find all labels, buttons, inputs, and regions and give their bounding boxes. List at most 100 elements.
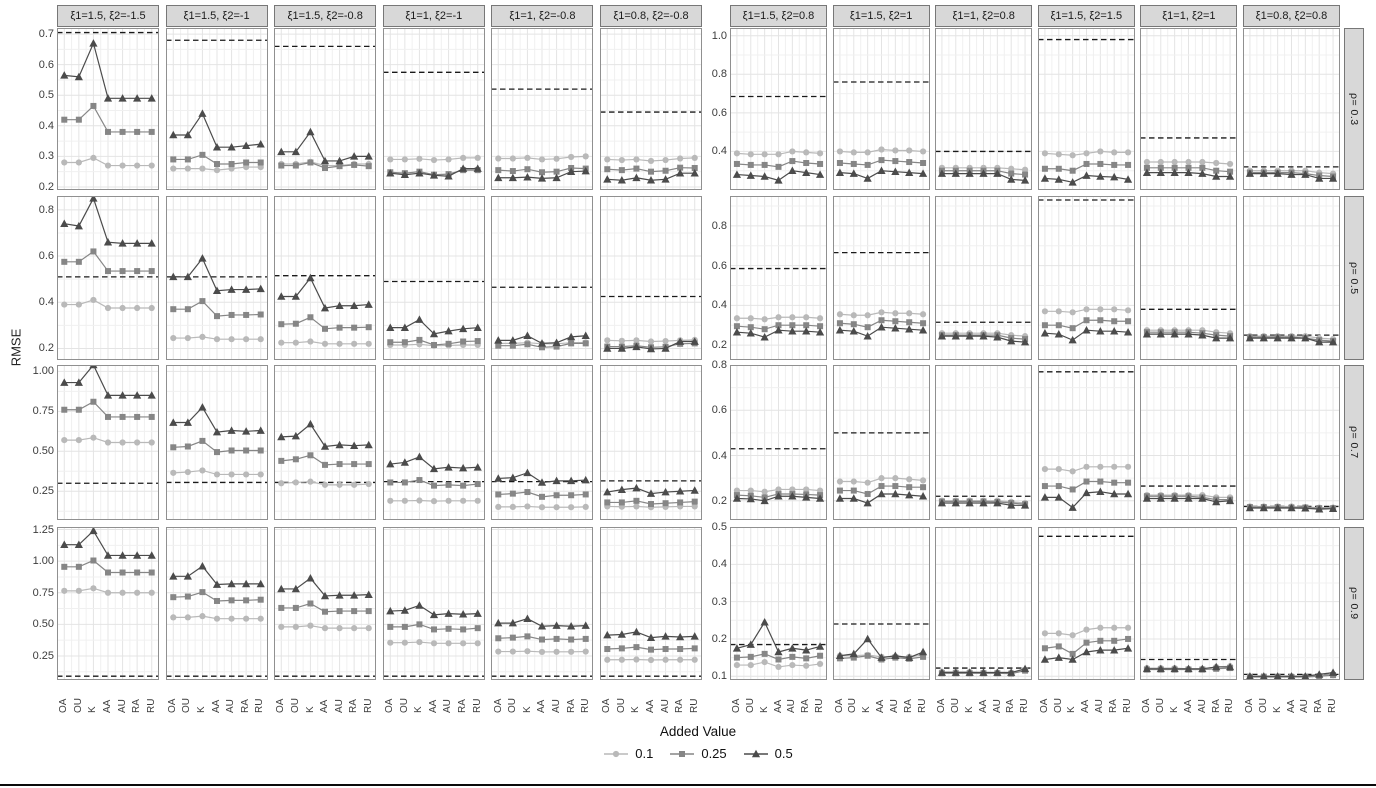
y-tick-label: 0.6	[711, 259, 727, 272]
facet-panel	[1037, 28, 1135, 190]
x-tick-label: K	[1271, 706, 1283, 713]
y-tick-label: 0.25	[32, 649, 54, 662]
y-tick-label: 0.8	[711, 68, 727, 81]
facet-panel	[165, 527, 268, 680]
y-axis-title: RMSE	[8, 328, 24, 367]
x-tick-label: RU	[916, 698, 928, 713]
facet-panel-svg	[382, 28, 485, 190]
facet-column-header: ξ1=1.5, ξ2=-0.8	[274, 5, 377, 27]
x-tick-label: RA	[800, 699, 812, 713]
facet-panel	[730, 28, 827, 190]
facet-panel	[832, 196, 930, 360]
x-tick-label: RA	[1005, 699, 1017, 713]
x-tick-label: AU	[991, 699, 1003, 713]
x-tick-label: RU	[688, 698, 700, 713]
facet-panel	[1140, 364, 1238, 520]
facet-panel	[491, 28, 594, 190]
x-tick-label: AA	[536, 699, 548, 713]
facet-panel	[491, 196, 594, 360]
facet-panel-svg	[1243, 28, 1340, 190]
y-tick-label: 0.75	[32, 405, 54, 418]
x-tick-label: RA	[131, 699, 143, 713]
x-tick-label: K	[304, 706, 316, 713]
facet-panel	[730, 196, 827, 360]
facet-panel-svg	[274, 196, 377, 360]
x-tick-label: AU	[659, 699, 671, 713]
facet-panel-svg	[1243, 364, 1340, 520]
facet-panel	[1243, 28, 1340, 190]
x-tick-label: K	[196, 706, 208, 713]
facet-panel-svg	[274, 365, 377, 520]
facet-panel-svg	[1037, 364, 1135, 520]
facet-row-header: ρ= 0.5	[1344, 196, 1364, 360]
facet-panel-svg	[935, 364, 1033, 520]
x-tick-label: RA	[902, 699, 914, 713]
y-tick-label: 0.25	[32, 485, 54, 498]
x-tick-label: OA	[166, 698, 178, 713]
x-tick-label: RA	[1313, 699, 1325, 713]
x-tick-label: OA	[384, 698, 396, 713]
facet-panel-svg	[935, 28, 1033, 190]
x-tick-label: RU	[1019, 698, 1031, 713]
x-tick-label: RA	[565, 699, 577, 713]
x-tick-label: RU	[1224, 698, 1236, 713]
facet-panel	[1243, 364, 1340, 520]
facet-panel-svg	[274, 28, 377, 190]
y-tick-label: 0.4	[711, 299, 727, 312]
x-tick-label: AA	[772, 699, 784, 713]
x-tick-label: AU	[1196, 699, 1208, 713]
facet-panel-svg	[730, 28, 827, 190]
facet-row-label: ρ= 0.3	[1348, 92, 1360, 126]
facet-panel-svg	[600, 28, 702, 190]
legend-label: 0.5	[774, 746, 793, 761]
x-tick-label: K	[413, 706, 425, 713]
x-tick-label: K	[521, 706, 533, 713]
facet-panel	[1140, 526, 1238, 680]
facet-column-header: ξ1=1, ξ2=1	[1140, 5, 1238, 27]
facet-panel	[165, 196, 268, 360]
facet-panel	[935, 28, 1033, 190]
facet-column-header: ξ1=0.8, ξ2=-0.8	[600, 5, 702, 27]
facet-panel-svg	[165, 28, 268, 190]
x-tick-label: AA	[875, 699, 887, 713]
x-tick-label: AA	[210, 699, 222, 713]
facet-panel-svg	[730, 526, 827, 680]
y-tick-label: 0.1	[711, 670, 727, 683]
facet-column-header: ξ1=1.5, ξ2=1	[832, 5, 930, 27]
x-tick-label: OU	[290, 698, 302, 713]
facet-panel-svg	[57, 360, 159, 520]
facet-column-header: ξ1=0.8, ξ2=0.8	[1243, 5, 1340, 27]
facet-panel-svg	[832, 28, 930, 190]
facet-panel-svg	[1037, 28, 1135, 190]
x-tick-label: OU	[744, 698, 756, 713]
x-tick-label: RU	[471, 698, 483, 713]
x-tick-label: AA	[319, 699, 331, 713]
facet-panel	[274, 527, 377, 680]
facet-panel-svg	[935, 526, 1033, 680]
y-tick-label: 0.50	[32, 445, 54, 458]
y-tick-label: 0.5	[38, 89, 54, 102]
facet-panel-svg	[600, 196, 702, 360]
y-tick-label: 0.8	[711, 219, 727, 232]
x-tick-label: AA	[427, 699, 439, 713]
y-tick-label: 0.2	[711, 339, 727, 352]
facet-panel	[1243, 196, 1340, 360]
facet-panel-svg	[1243, 526, 1340, 681]
x-tick-label: OU	[181, 698, 193, 713]
x-tick-label: RA	[1210, 699, 1222, 713]
x-tick-label: AU	[786, 699, 798, 713]
y-tick-label: 0.8	[711, 359, 727, 371]
facet-panel	[1037, 526, 1135, 680]
x-tick-label: AU	[116, 699, 128, 713]
legend-circle-icon	[604, 750, 629, 757]
facet-panel-svg	[57, 28, 159, 190]
facet-column-header: ξ1=1, ξ2=0.8	[935, 5, 1033, 27]
facet-panel	[1037, 196, 1135, 360]
x-tick-label: RA	[1108, 699, 1119, 713]
y-tick-label: 0.4	[38, 296, 54, 309]
x-tick-label: K	[630, 706, 642, 713]
facet-panel-svg	[491, 28, 594, 190]
y-tick-label: 0.7	[38, 28, 54, 41]
facet-panel	[935, 364, 1033, 520]
facet-panel	[165, 28, 268, 190]
